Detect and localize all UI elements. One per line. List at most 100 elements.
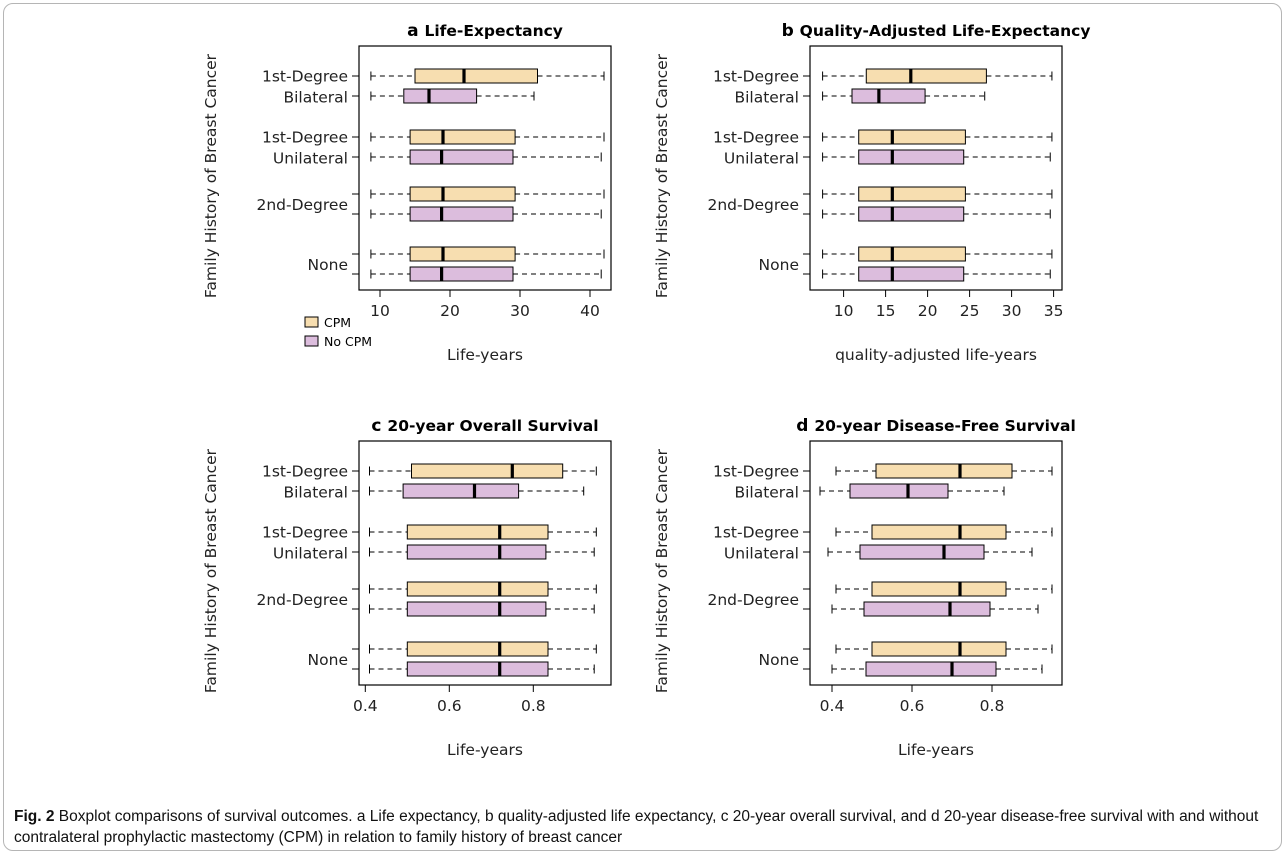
- box-no-cpm: [370, 266, 602, 282]
- legend: CPM No CPM: [304, 315, 372, 349]
- box-iqr: [849, 483, 949, 499]
- box-iqr: [858, 129, 966, 145]
- y-axis-label: Family History of Breast Cancer: [653, 53, 671, 298]
- y-axis-label: Family History of Breast Cancer: [653, 448, 671, 693]
- box-cpm: [822, 129, 1053, 145]
- x-tick-label: 30: [510, 302, 530, 320]
- plot-frame: [358, 45, 612, 291]
- group-label: 2nd-Degree: [707, 196, 799, 214]
- box-iqr: [851, 88, 926, 104]
- box-cpm: [370, 246, 605, 262]
- box-cpm: [822, 68, 1053, 84]
- box-iqr: [858, 149, 965, 165]
- group-label: Unilateral: [724, 150, 799, 168]
- box-iqr: [406, 641, 549, 657]
- group-label: 2nd-Degree: [256, 591, 348, 609]
- box-cpm: [822, 246, 1053, 262]
- group-label: 1st-Degree: [713, 524, 799, 542]
- x-tick-label: 40: [580, 302, 600, 320]
- group-label: 1st-Degree: [713, 129, 799, 147]
- x-tick-label: 20: [918, 302, 938, 320]
- box-no-cpm: [822, 149, 1051, 165]
- group-label: Bilateral: [734, 484, 799, 502]
- x-axis-label: Life-years: [447, 346, 523, 364]
- x-axis-label: Life-years: [447, 741, 523, 759]
- box-no-cpm: [822, 266, 1051, 282]
- group-label: 2nd-Degree: [256, 196, 348, 214]
- box-iqr: [409, 246, 516, 262]
- box-iqr: [409, 186, 516, 202]
- panel-title: d 20-year Disease-Free Survival: [796, 416, 1076, 436]
- box-iqr: [865, 68, 987, 84]
- figure-canvas: CPM No CPM a Life-Expectancy Family Histo…: [202, 21, 1090, 759]
- figure-caption: Fig. 2 Boxplot comparisons of survival o…: [14, 806, 1269, 848]
- box-iqr: [403, 88, 478, 104]
- x-tick-label: 20: [440, 302, 460, 320]
- group-label: 1st-Degree: [262, 524, 348, 542]
- x-tick-label: 30: [1002, 302, 1022, 320]
- box-iqr: [409, 206, 514, 222]
- box-iqr: [409, 266, 514, 282]
- box-iqr: [406, 581, 549, 597]
- group-label: Bilateral: [283, 89, 348, 107]
- panel-letter: d: [796, 416, 814, 436]
- box-no-cpm: [827, 544, 1033, 560]
- box-iqr: [875, 463, 1013, 479]
- x-tick-label: 25: [960, 302, 980, 320]
- x-axis-label: quality-adjusted life-years: [835, 346, 1037, 364]
- box-no-cpm: [819, 483, 1005, 499]
- box-iqr: [409, 129, 516, 145]
- panel-title-text: 20-year Overall Survival: [387, 417, 598, 435]
- group-label: Unilateral: [273, 150, 348, 168]
- group-label: 1st-Degree: [262, 463, 348, 481]
- x-tick-label: 0.8: [980, 697, 1005, 715]
- box-iqr: [414, 68, 538, 84]
- box-no-cpm: [370, 149, 602, 165]
- box-iqr: [406, 524, 549, 540]
- panel-d: d 20-year Disease-Free Survival Family Hi…: [653, 416, 1076, 759]
- box-cpm: [369, 524, 597, 540]
- plot-frame: [809, 45, 1063, 291]
- box-cpm: [369, 463, 597, 479]
- panel-b: b Quality-Adjusted Life-Expectancy Family…: [653, 21, 1090, 364]
- box-no-cpm: [822, 206, 1051, 222]
- box-iqr: [865, 661, 997, 677]
- box-iqr: [859, 544, 985, 560]
- box-iqr: [871, 641, 1007, 657]
- panel-letter: c: [371, 416, 387, 436]
- box-no-cpm: [831, 601, 1039, 617]
- box-cpm: [369, 581, 597, 597]
- group-label: Bilateral: [283, 484, 348, 502]
- group-label: None: [759, 256, 799, 274]
- box-iqr: [406, 601, 547, 617]
- legend-label-no-cpm: No CPM: [324, 334, 372, 349]
- box-cpm: [370, 129, 605, 145]
- box-cpm: [835, 463, 1053, 479]
- group-label: 1st-Degree: [713, 463, 799, 481]
- group-label: 1st-Degree: [713, 68, 799, 86]
- box-no-cpm: [370, 206, 602, 222]
- box-no-cpm: [822, 88, 986, 104]
- x-tick-label: 35: [1044, 302, 1064, 320]
- box-no-cpm: [369, 661, 595, 677]
- figure-frame: [3, 3, 1282, 851]
- group-label: None: [308, 651, 348, 669]
- group-label: Bilateral: [734, 89, 799, 107]
- box-iqr: [858, 206, 965, 222]
- box-cpm: [369, 641, 597, 657]
- box-iqr: [402, 483, 520, 499]
- box-iqr: [406, 661, 549, 677]
- box-cpm: [370, 68, 605, 84]
- x-tick-label: 10: [370, 302, 390, 320]
- box-no-cpm: [369, 601, 595, 617]
- box-iqr: [863, 601, 991, 617]
- group-label: 1st-Degree: [262, 129, 348, 147]
- group-label: Unilateral: [724, 545, 799, 563]
- panel-title: b Quality-Adjusted Life-Expectancy: [782, 21, 1091, 41]
- group-label: 1st-Degree: [262, 68, 348, 86]
- group-label: None: [308, 256, 348, 274]
- box-iqr: [858, 246, 966, 262]
- box-iqr: [409, 149, 514, 165]
- legend-swatch-cpm: [304, 316, 319, 328]
- x-tick-label: 0.4: [820, 697, 845, 715]
